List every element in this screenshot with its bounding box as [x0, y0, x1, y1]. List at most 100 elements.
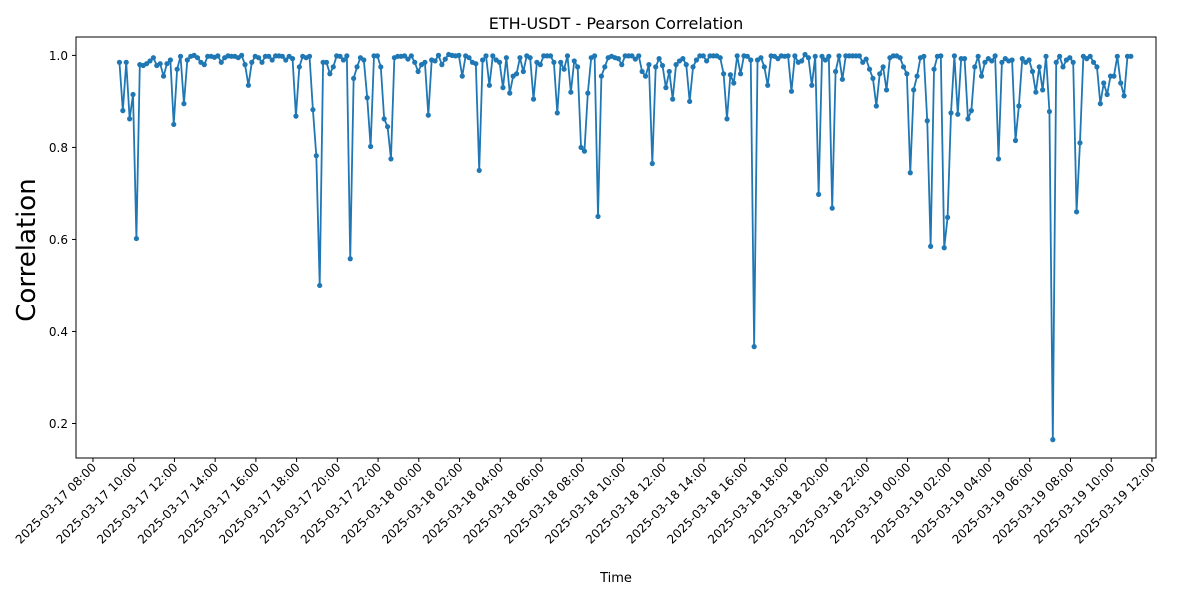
data-point: [900, 64, 907, 70]
data-point: [673, 62, 679, 68]
data-point: [415, 68, 421, 75]
data-point: [928, 243, 934, 249]
data-point: [642, 73, 649, 79]
data-point: [690, 64, 696, 70]
data-point: [1121, 93, 1127, 99]
data-point: [731, 80, 737, 86]
data-point: [904, 71, 910, 77]
data-point: [330, 64, 336, 70]
data-point: [931, 66, 937, 72]
data-point: [164, 61, 170, 67]
data-point: [921, 53, 927, 59]
data-point: [422, 59, 428, 65]
data-point: [670, 96, 676, 102]
data-point: [717, 55, 723, 61]
data-point: [656, 56, 662, 62]
data-point: [177, 53, 184, 59]
data-point: [174, 66, 180, 72]
data-point: [1057, 53, 1063, 59]
x-axis-label: Time: [599, 571, 632, 586]
data-point: [571, 58, 577, 64]
data-point: [833, 68, 839, 75]
data-point: [130, 91, 136, 98]
data-point: [951, 53, 957, 59]
data-point: [598, 73, 605, 79]
data-point: [116, 59, 123, 65]
data-point: [839, 76, 845, 82]
data-point: [1118, 80, 1124, 86]
data-point: [317, 282, 323, 289]
data-point: [948, 110, 954, 116]
data-point: [863, 56, 869, 62]
data-point: [860, 59, 866, 65]
data-point: [1046, 108, 1053, 115]
data-point: [313, 153, 319, 159]
data-point: [1036, 64, 1042, 70]
data-point: [306, 53, 313, 59]
data-point: [120, 108, 126, 114]
data-point: [819, 53, 825, 59]
data-point: [1026, 57, 1032, 63]
data-point: [992, 53, 998, 59]
data-point: [1033, 89, 1039, 95]
data-point: [408, 53, 414, 59]
data-point: [530, 96, 537, 102]
data-point: [602, 64, 608, 70]
data-point: [1012, 137, 1019, 144]
data-point: [368, 143, 374, 150]
data-point: [748, 57, 754, 63]
data-point: [1053, 59, 1059, 65]
data-point: [615, 56, 621, 62]
data-point: [856, 53, 862, 59]
data-point: [476, 167, 482, 174]
data-point: [727, 72, 733, 78]
data-point: [133, 235, 140, 242]
data-point: [989, 58, 995, 64]
data-point: [256, 55, 262, 61]
data-point: [547, 53, 554, 59]
data-point: [945, 214, 951, 220]
data-point: [972, 64, 978, 70]
data-point: [215, 53, 221, 59]
y-axis-ticks: 0.2 0.4 0.6 0.8 1.0: [49, 49, 76, 431]
data-point: [378, 64, 384, 70]
data-point: [659, 62, 666, 69]
data-point: [537, 62, 543, 68]
data-point: [435, 52, 442, 59]
data-point: [720, 71, 727, 77]
data-point: [883, 87, 890, 93]
data-point: [955, 111, 961, 117]
data-point: [568, 89, 574, 95]
data-point: [425, 112, 431, 118]
data-point: [496, 59, 503, 65]
data-point: [269, 57, 275, 63]
data-point: [636, 53, 642, 59]
data-point: [259, 59, 265, 65]
data-point: [517, 55, 523, 61]
data-point: [663, 85, 669, 91]
data-point: [558, 59, 564, 65]
data-point: [564, 53, 571, 59]
data-point: [127, 116, 133, 122]
data-point: [968, 108, 974, 114]
data-point: [160, 73, 167, 79]
data-point: [432, 58, 438, 64]
data-point: [310, 107, 316, 113]
data-point: [575, 64, 581, 70]
data-point: [1097, 101, 1103, 107]
data-point: [554, 110, 560, 116]
data-point: [384, 124, 391, 130]
data-point: [822, 57, 829, 63]
data-point: [513, 71, 520, 77]
data-point: [870, 75, 876, 82]
data-point: [347, 256, 353, 262]
data-point: [995, 156, 1002, 162]
y-tick-label: 0.2: [49, 417, 68, 431]
data-point: [924, 118, 930, 124]
data-point: [483, 53, 489, 59]
data-point: [344, 53, 350, 59]
data-point: [629, 53, 635, 59]
data-point: [653, 64, 659, 70]
data-point: [734, 53, 740, 59]
data-point: [1067, 55, 1073, 61]
